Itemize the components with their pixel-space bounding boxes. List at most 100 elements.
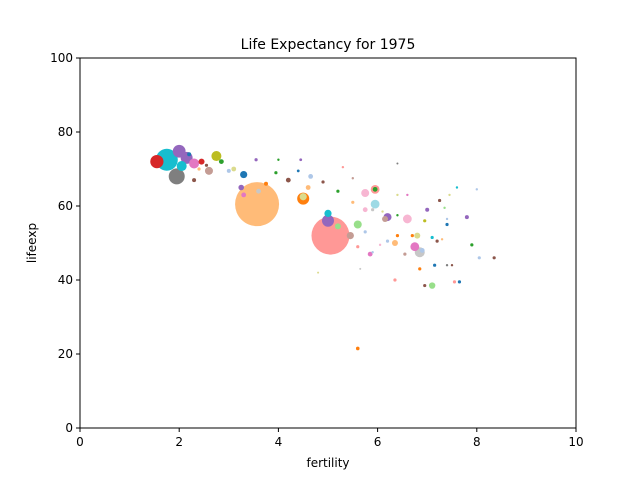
data-point <box>231 166 237 172</box>
data-point <box>362 207 368 213</box>
data-point <box>423 283 427 288</box>
data-point <box>334 223 341 230</box>
data-point <box>359 267 362 270</box>
data-point <box>361 189 370 198</box>
data-point <box>445 222 449 227</box>
x-axis-ticks: 0 2 4 6 8 10 <box>76 428 584 449</box>
data-point <box>240 170 248 179</box>
data-point <box>285 177 291 183</box>
data-point <box>464 215 469 220</box>
data-point <box>346 232 354 240</box>
data-point <box>150 155 164 169</box>
data-point <box>428 282 436 289</box>
data-point <box>299 193 307 201</box>
data-point <box>372 186 378 192</box>
data-point <box>435 239 439 243</box>
data-point <box>235 182 280 227</box>
data-point <box>406 193 409 197</box>
data-point <box>440 238 444 241</box>
data-point <box>336 189 340 193</box>
y-tick-label: 60 <box>58 199 73 213</box>
data-point <box>308 174 314 179</box>
data-point <box>299 158 303 162</box>
data-point <box>322 214 334 227</box>
data-point <box>238 184 244 191</box>
x-tick-label: 2 <box>175 435 183 449</box>
x-tick-label: 10 <box>568 435 583 449</box>
data-point <box>382 215 389 222</box>
data-point <box>211 151 222 162</box>
data-point <box>264 181 268 186</box>
data-point <box>448 193 451 197</box>
data-point <box>351 200 355 204</box>
data-point <box>477 256 481 260</box>
data-point <box>475 188 478 191</box>
data-point <box>274 171 278 175</box>
data-point <box>414 232 421 239</box>
data-point <box>192 178 197 183</box>
x-tick-label: 0 <box>76 435 84 449</box>
data-point <box>410 242 420 252</box>
y-tick-label: 40 <box>58 273 73 287</box>
data-point <box>395 234 400 238</box>
data-point <box>351 177 354 180</box>
data-point <box>371 208 375 212</box>
data-point <box>241 192 247 198</box>
data-point <box>438 198 442 203</box>
data-point <box>381 210 384 213</box>
data-point <box>396 214 399 217</box>
y-tick-label: 100 <box>50 51 73 65</box>
data-point <box>396 193 399 197</box>
data-point <box>385 239 390 243</box>
data-points <box>150 144 496 351</box>
y-tick-label: 80 <box>58 125 73 139</box>
data-point <box>218 159 224 165</box>
x-tick-label: 4 <box>275 435 283 449</box>
data-point <box>367 251 373 257</box>
data-point <box>226 168 231 173</box>
data-point <box>305 185 311 190</box>
data-point <box>197 167 201 171</box>
data-point <box>470 243 474 247</box>
data-point <box>455 186 459 189</box>
data-point <box>256 188 261 194</box>
data-point <box>370 199 380 209</box>
data-point <box>187 152 192 157</box>
data-point <box>317 271 320 274</box>
data-point <box>452 280 457 284</box>
data-point <box>403 252 407 256</box>
x-tick-label: 8 <box>473 435 481 449</box>
data-point <box>189 158 200 169</box>
y-axis-label: lifeexp <box>25 223 39 263</box>
data-point <box>430 235 434 240</box>
data-point <box>402 214 412 224</box>
data-point <box>355 346 360 351</box>
data-point <box>277 158 280 161</box>
data-point <box>443 206 446 210</box>
y-tick-label: 20 <box>58 347 73 361</box>
data-point <box>168 168 185 185</box>
data-point <box>204 166 213 175</box>
y-axis-ticks: 0 20 40 60 80 100 <box>50 51 80 435</box>
x-axis-label: fertility <box>306 456 349 470</box>
data-point <box>198 158 205 165</box>
data-point <box>450 264 454 267</box>
data-point <box>371 251 374 254</box>
data-point <box>492 256 496 260</box>
data-point <box>353 220 362 229</box>
data-point <box>324 209 332 217</box>
data-point <box>419 248 425 253</box>
data-point <box>445 217 449 221</box>
data-point <box>363 230 367 234</box>
data-point <box>445 264 449 267</box>
data-point <box>425 207 430 212</box>
data-point <box>418 267 422 271</box>
data-point <box>410 234 414 238</box>
x-tick-label: 6 <box>374 435 382 449</box>
chart-title: Life Expectancy for 1975 <box>241 37 416 53</box>
data-point <box>378 243 382 247</box>
data-point <box>423 219 427 223</box>
data-point <box>296 169 300 173</box>
data-point <box>457 280 462 284</box>
